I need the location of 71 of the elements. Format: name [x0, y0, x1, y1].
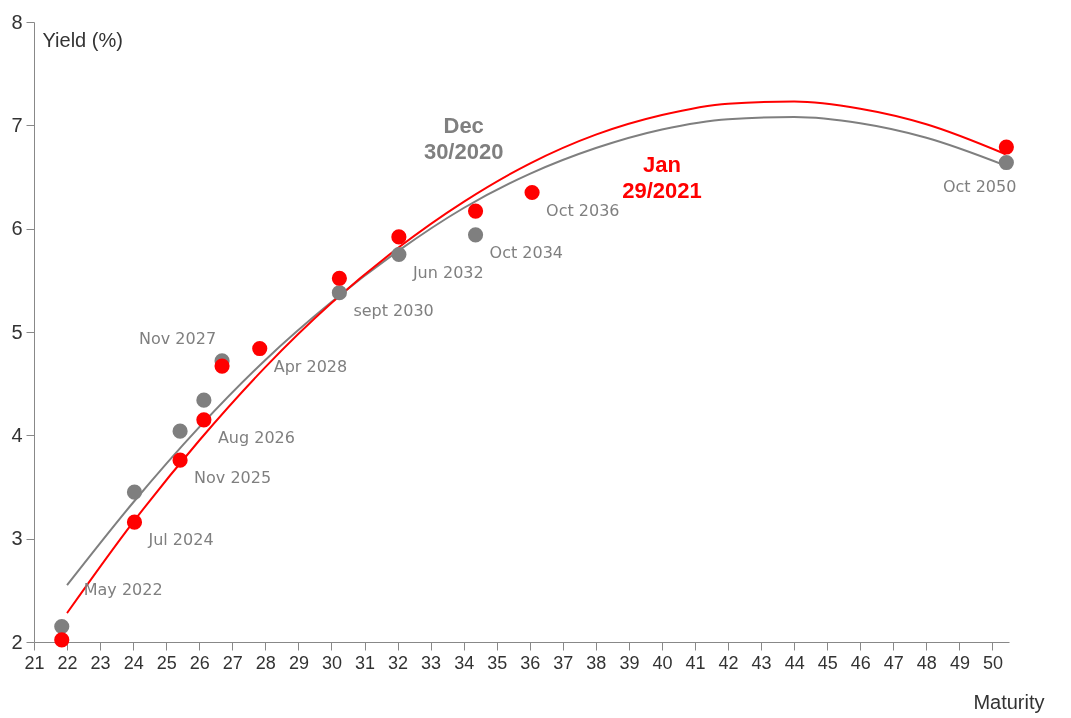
x-tick-label: 26: [189, 652, 210, 673]
x-tick-label: 45: [817, 652, 838, 673]
x-tick-label: 42: [718, 652, 739, 673]
x-tick-label: 32: [388, 652, 409, 673]
x-tick-label: 39: [619, 652, 640, 673]
point: [126, 514, 143, 530]
x-tick-label: 21: [24, 652, 45, 673]
point: [467, 203, 484, 219]
point: [172, 423, 188, 439]
annotation: Aug 2026: [217, 427, 295, 447]
series-label: Dec 30/2020: [423, 113, 504, 164]
x-tick-label: 33: [421, 652, 442, 673]
point: [331, 270, 347, 286]
x-tick-label: 46: [850, 652, 871, 673]
annotation: sept 2030: [353, 300, 434, 320]
point: [391, 229, 407, 245]
x-tick-label: 47: [883, 652, 904, 673]
point: [998, 154, 1014, 171]
series-label: Jan 29/2021: [622, 152, 702, 203]
annotation: Oct 2036: [546, 200, 620, 220]
point: [54, 618, 70, 635]
y-tick-label: 7: [11, 113, 23, 136]
point: [172, 452, 188, 468]
x-tick-label: 44: [784, 652, 805, 673]
x-tick-label: 43: [751, 652, 772, 673]
x-tick-label: 28: [255, 652, 276, 673]
x-tick-label: 37: [553, 652, 574, 673]
point: [524, 184, 540, 201]
x-tick-label: 23: [90, 652, 111, 673]
x-tick-label: 40: [652, 652, 673, 673]
annotation: Oct 2050: [942, 176, 1017, 196]
y-tick-label: 4: [11, 423, 23, 446]
point: [196, 392, 212, 408]
x-tick-label: 49: [949, 652, 970, 673]
annotation: Apr 2028: [273, 356, 348, 376]
point: [391, 246, 407, 263]
x-tick-label: 48: [916, 652, 937, 673]
annotation: Jul 2024: [147, 530, 214, 550]
x-tick-label: 35: [487, 652, 508, 673]
x-tick-label: 34: [454, 652, 475, 673]
y-tick-label: 2: [11, 630, 23, 653]
point: [252, 340, 268, 357]
point: [214, 358, 230, 374]
x-tick-label: 27: [222, 652, 243, 673]
point: [54, 632, 70, 648]
y-tick-label: 3: [11, 527, 23, 550]
x-tick-label: 30: [321, 652, 342, 673]
x-tick-label: 29: [288, 652, 309, 673]
x-tick-label: 24: [123, 652, 144, 673]
x-tick-label: 31: [354, 652, 376, 673]
x-tick-label: 38: [586, 652, 607, 673]
point: [331, 285, 347, 301]
point: [467, 227, 484, 243]
annotation: May 2022: [83, 579, 163, 599]
point: [196, 412, 212, 428]
x-axis-title: Maturity: [973, 690, 1045, 713]
x-tick-label: 36: [520, 652, 541, 673]
x-tick-label: 25: [156, 652, 177, 673]
y-axis-title: Yield (%): [42, 28, 123, 51]
x-tick-label: 41: [685, 652, 706, 673]
annotation: Nov 2027: [139, 328, 217, 348]
annotation: Oct 2034: [489, 242, 564, 262]
point: [126, 484, 143, 500]
x-tick-label: 50: [982, 652, 1003, 673]
annotation: Nov 2025: [194, 468, 272, 488]
annotation: Jun 2032: [411, 262, 484, 282]
point: [998, 139, 1014, 155]
y-tick-label: 6: [11, 217, 23, 240]
y-tick-label: 5: [11, 320, 23, 343]
y-tick-label: 8: [11, 10, 23, 33]
x-tick-label: 22: [57, 652, 78, 673]
